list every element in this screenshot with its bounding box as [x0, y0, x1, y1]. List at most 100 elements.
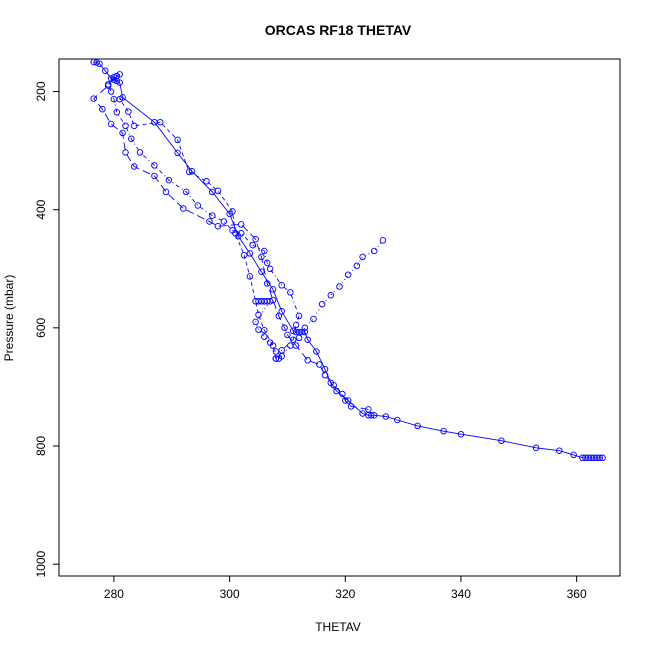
data-point — [295, 312, 303, 320]
data-point — [327, 292, 335, 299]
data-point — [379, 237, 387, 244]
data-point — [359, 253, 366, 261]
data-point — [156, 118, 164, 126]
data-point — [174, 136, 181, 144]
data-point — [246, 273, 254, 280]
data-point — [180, 205, 187, 212]
data-point — [266, 298, 274, 305]
chart-title: ORCAS RF18 THETAV — [265, 22, 412, 38]
data-point — [255, 326, 262, 333]
data-point — [498, 437, 505, 444]
data-point — [188, 168, 196, 175]
x-tick-label: 280 — [104, 587, 124, 601]
data-point — [263, 259, 271, 267]
data-point — [261, 333, 268, 340]
data-point — [457, 430, 465, 438]
data-point — [368, 412, 375, 419]
data-point — [414, 422, 421, 430]
data-point — [272, 355, 280, 362]
data-point — [102, 67, 109, 75]
data-point — [278, 308, 285, 315]
data-point — [258, 253, 265, 261]
data-point — [130, 163, 138, 170]
data-point — [304, 357, 311, 364]
data-point — [93, 59, 100, 66]
data-point — [165, 176, 173, 184]
y-tick-label: 800 — [34, 436, 48, 456]
data-point — [266, 339, 274, 346]
series-2 — [90, 71, 372, 413]
data-point — [344, 271, 352, 278]
data-point — [203, 178, 210, 185]
data-point — [336, 283, 343, 290]
data-point — [214, 187, 222, 195]
data-point — [122, 149, 129, 156]
series-line — [107, 84, 300, 360]
data-point — [287, 289, 294, 296]
data-point — [252, 235, 259, 243]
series-line — [93, 61, 603, 459]
data-point — [182, 188, 190, 196]
data-point — [304, 336, 311, 343]
data-point — [209, 212, 216, 219]
data-point — [206, 218, 213, 225]
data-point — [174, 149, 181, 157]
data-point — [107, 120, 115, 128]
x-tick-label: 300 — [220, 587, 240, 601]
data-point — [246, 250, 254, 257]
data-point — [281, 324, 288, 332]
data-point — [119, 129, 126, 137]
data-point — [579, 454, 586, 462]
data-point — [122, 122, 129, 130]
data-point — [382, 413, 390, 420]
data-point — [194, 202, 202, 209]
y-tick-label: 600 — [34, 318, 48, 338]
data-point — [353, 262, 361, 270]
data-point — [532, 444, 540, 452]
series-4 — [252, 237, 387, 360]
data-point — [125, 108, 132, 115]
data-point — [556, 447, 563, 454]
data-point — [278, 352, 285, 360]
x-tick-label: 360 — [567, 587, 587, 601]
data-point — [128, 135, 135, 143]
data-point — [249, 241, 256, 249]
data-point — [301, 324, 309, 332]
y-axis: 200 400 600 800 1000 — [34, 81, 59, 578]
data-point — [321, 371, 329, 379]
plot-frame — [58, 58, 621, 577]
data-point — [237, 221, 245, 228]
data-point — [347, 403, 355, 410]
series-line — [119, 98, 277, 359]
data-point — [310, 315, 317, 323]
y-tick-label: 200 — [34, 81, 48, 101]
data-point — [313, 348, 320, 355]
data-point — [130, 122, 138, 130]
data-point — [292, 321, 300, 329]
data-point — [316, 361, 323, 368]
data-point — [107, 88, 115, 95]
data-point — [104, 81, 112, 88]
data-point — [292, 328, 300, 336]
data-point — [185, 168, 193, 176]
data-point — [151, 162, 158, 169]
data-point — [440, 427, 447, 435]
data-point — [370, 247, 378, 255]
data-point — [220, 218, 228, 225]
series-layer — [90, 58, 606, 462]
x-axis-label: THETAV — [315, 620, 361, 634]
y-tick-label: 1000 — [34, 551, 48, 578]
data-point — [255, 311, 262, 319]
series-1 — [116, 95, 280, 362]
data-point — [99, 105, 106, 113]
data-point — [318, 300, 326, 308]
series-0 — [90, 58, 606, 462]
data-point — [214, 222, 222, 230]
data-point — [295, 334, 303, 342]
data-point — [110, 74, 118, 81]
data-point — [269, 286, 277, 293]
data-point — [90, 95, 97, 102]
data-point — [365, 406, 372, 413]
data-point — [151, 172, 158, 180]
